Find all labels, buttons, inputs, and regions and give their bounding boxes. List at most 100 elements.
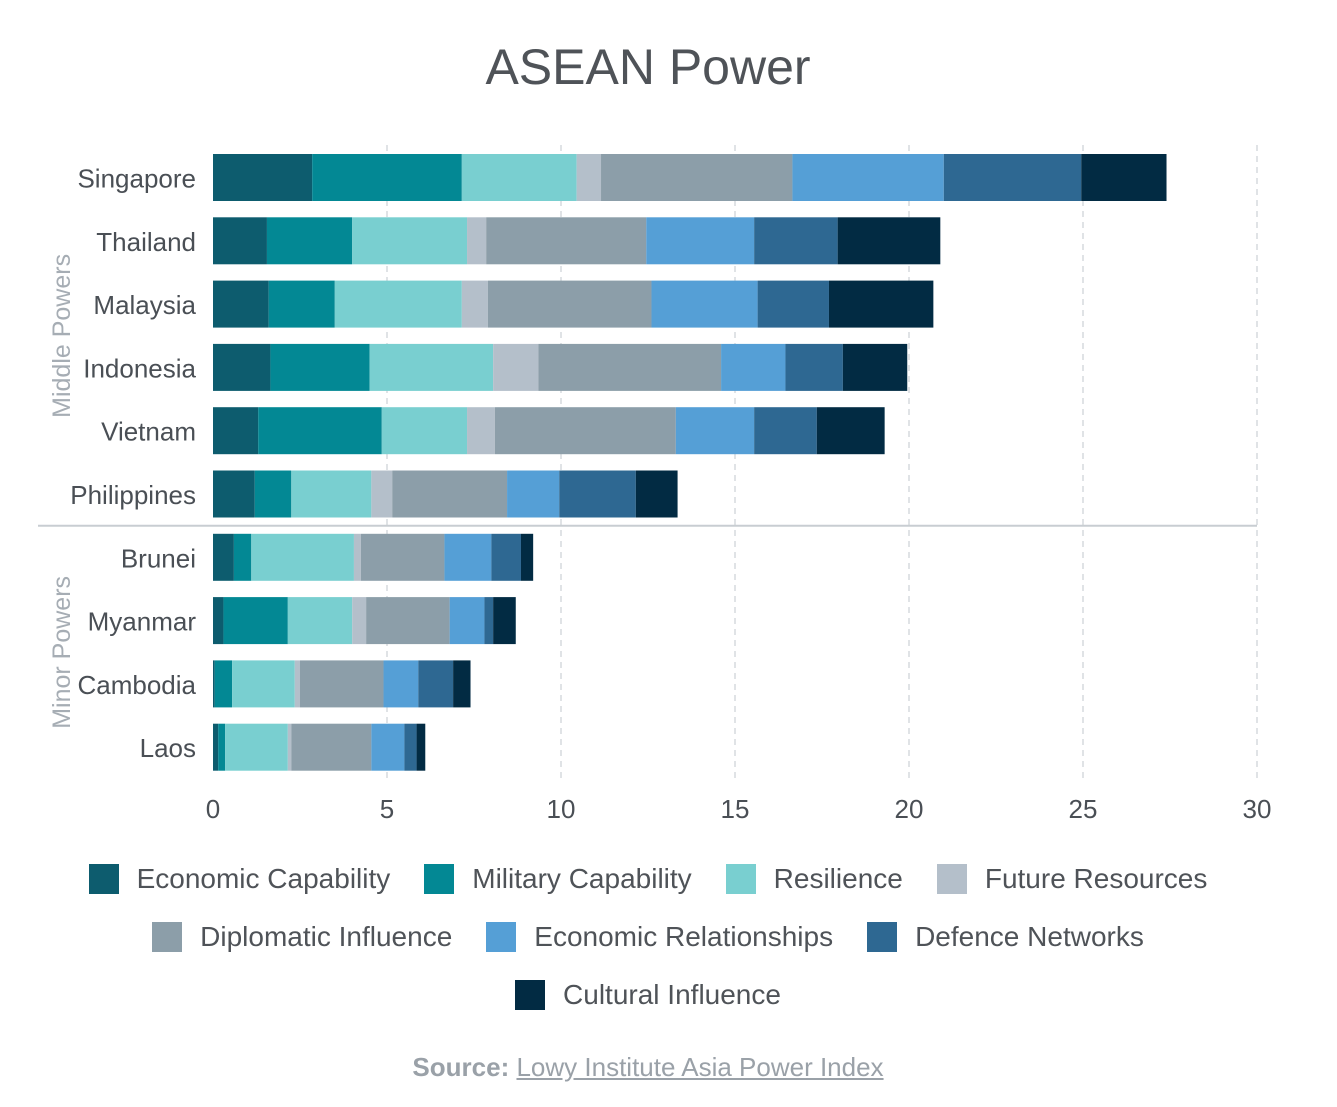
legend-item: Economic Capability: [88, 863, 391, 895]
bar-segment: [461, 280, 488, 328]
category-label: Thailand: [96, 227, 196, 257]
bar-segment: [371, 470, 393, 518]
bar-segment: [816, 407, 885, 455]
bar-segment: [270, 343, 370, 391]
bar-segment: [792, 154, 944, 201]
bar-segment: [225, 723, 288, 771]
bar-segment: [467, 407, 495, 455]
x-tick-label: 15: [721, 794, 750, 824]
x-tick-label: 0: [206, 794, 220, 824]
group-label: Minor Powers: [48, 576, 76, 729]
bar-segment: [251, 533, 354, 581]
legend-item: Cultural Influence: [515, 979, 781, 1011]
category-label: Indonesia: [83, 353, 196, 383]
legend-swatch: [424, 864, 455, 894]
bar-segment: [366, 597, 450, 645]
bar-segment: [559, 470, 636, 518]
legend-swatch: [936, 864, 967, 894]
bar-segment: [312, 154, 462, 201]
legend-swatch: [725, 864, 756, 894]
legend-item: Resilience: [725, 863, 903, 895]
source-link[interactable]: Lowy Institute Asia Power Index: [516, 1052, 884, 1082]
bar-segment: [493, 597, 516, 645]
bar-segment: [757, 280, 829, 328]
bar-segment: [352, 597, 367, 645]
legend-swatch: [88, 864, 119, 894]
bar-segment: [416, 723, 426, 771]
bar-segment: [223, 597, 288, 645]
bar-segment: [300, 660, 384, 708]
category-label: Singapore: [77, 164, 196, 194]
legend-label: Economic Capability: [136, 863, 391, 894]
bar-segment: [754, 407, 817, 455]
category-label: Brunei: [121, 543, 196, 573]
legend-row: Diplomatic Influence Economic Relationshi…: [0, 921, 1296, 953]
bar-segment: [828, 280, 934, 328]
legend-item: Economic Relationships: [486, 921, 833, 953]
bar-segment: [213, 407, 259, 455]
bar-segment: [213, 660, 215, 708]
bar-segment: [369, 343, 494, 391]
bar-segment: [493, 343, 539, 391]
bar-segment: [635, 470, 678, 518]
bar-segment: [721, 343, 786, 391]
bar-segment: [486, 217, 647, 265]
stacked-bar-chart: Singapore Thailand Malaysia Indonesia Vietna…: [38, 145, 1272, 824]
bar-segment: [507, 470, 560, 518]
bar-segment: [491, 533, 521, 581]
legend-label: Defence Networks: [915, 921, 1144, 952]
bar-segment: [467, 217, 487, 265]
bar-segment: [268, 280, 335, 328]
bar-segment: [675, 407, 755, 455]
legend-item: Military Capability: [424, 863, 692, 895]
bar-segment: [287, 597, 353, 645]
bar-segment: [294, 660, 300, 708]
bar-segment: [258, 407, 382, 455]
group-label: Middle Powers: [48, 254, 76, 418]
bar-segment: [266, 217, 353, 265]
bar-segment: [213, 470, 255, 518]
bar-segment: [213, 343, 271, 391]
x-tick-label: 25: [1069, 794, 1098, 824]
bar-segment: [213, 154, 313, 201]
x-tick-label: 10: [547, 794, 576, 824]
bar-segment: [444, 533, 492, 581]
bar-segment: [213, 723, 219, 771]
legend-row: Economic Capability Military Capability Re…: [0, 863, 1296, 895]
bar-segment: [601, 154, 793, 201]
legend-item: Defence Networks: [867, 921, 1144, 953]
bar-segment: [392, 470, 508, 518]
bar-segment: [213, 597, 224, 645]
category-label: Vietnam: [101, 417, 196, 447]
bar-segment: [213, 533, 234, 581]
legend-label: Military Capability: [472, 863, 692, 894]
legend-item: Diplomatic Influence: [152, 921, 452, 953]
bar-segment: [449, 597, 485, 645]
bar-segment: [494, 407, 676, 455]
legend-swatch: [152, 922, 183, 952]
bar-segment: [218, 723, 226, 771]
category-label: Philippines: [70, 480, 196, 510]
bar-segment: [233, 533, 252, 581]
bar-segment: [213, 217, 267, 265]
bar-segment: [1081, 154, 1167, 201]
bar-segment: [754, 217, 838, 265]
x-tick-label: 30: [1243, 794, 1272, 824]
bar-segment: [381, 407, 468, 455]
x-tick-label: 5: [380, 794, 394, 824]
category-label: Cambodia: [77, 670, 196, 700]
bar-segment: [453, 660, 471, 708]
legend-label: Diplomatic Influence: [200, 921, 453, 952]
bar-segment: [404, 723, 417, 771]
legend-label: Economic Relationships: [534, 921, 834, 952]
bar-segment: [785, 343, 843, 391]
source-label: Source:: [412, 1052, 510, 1082]
bar-segment: [538, 343, 722, 391]
legend-item: Future Resources: [936, 863, 1207, 895]
bar-segment: [383, 660, 419, 708]
legend-label: Cultural Influence: [563, 979, 781, 1010]
bar-segment: [461, 154, 577, 201]
bar-segment: [232, 660, 295, 708]
bar-segment: [287, 723, 292, 771]
bar-segment: [291, 470, 372, 518]
